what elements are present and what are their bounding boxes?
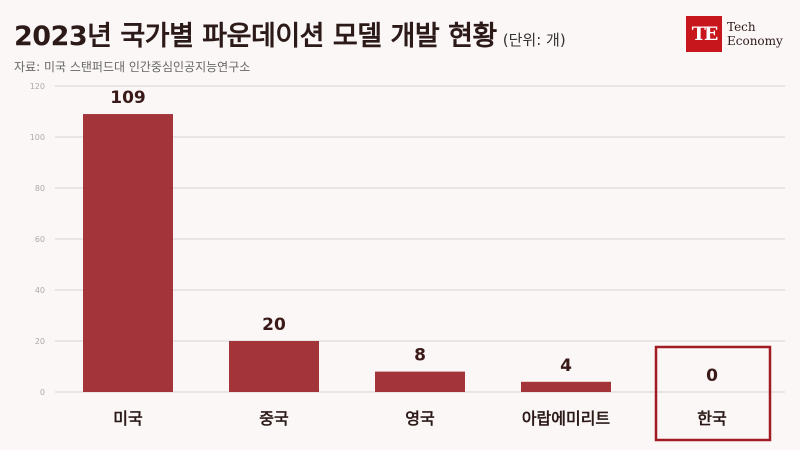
x-tick-label: 미국 — [113, 409, 143, 428]
data-label: 4 — [560, 356, 572, 376]
logo-mark: TE — [686, 16, 722, 52]
x-tick-label: 아랍에미리트 — [522, 409, 611, 428]
logo-line-2: Economy — [727, 34, 783, 48]
x-tick-label: 한국 — [697, 409, 727, 428]
bar — [521, 381, 611, 392]
chart-title: 2023년 국가별 파운데이션 모델 개발 현황 — [14, 21, 497, 52]
tech-economy-logo: TE Tech Economy — [686, 16, 783, 52]
data-label: 0 — [706, 366, 718, 386]
y-tick-label: 40 — [35, 286, 45, 295]
source-note: 자료: 미국 스탠퍼드대 인간중심인공지능연구소 — [14, 60, 251, 74]
logo-line-1: Tech — [727, 20, 756, 34]
bar — [375, 371, 465, 392]
data-label: 8 — [414, 346, 426, 366]
y-tick-label: 80 — [35, 184, 45, 193]
highlight-box — [654, 345, 772, 442]
x-tick-label: 중국 — [259, 409, 289, 428]
bar — [83, 114, 173, 393]
unit-label: (단위: 개) — [502, 31, 566, 49]
logo-text: Tech Economy — [727, 20, 783, 48]
bar — [229, 341, 319, 392]
y-tick-label: 20 — [35, 337, 45, 346]
data-label: 109 — [110, 88, 146, 108]
y-tick-label: 100 — [30, 133, 45, 142]
y-tick-label: 0 — [40, 388, 45, 397]
y-tick-label: 60 — [35, 235, 45, 244]
y-tick-label: 120 — [30, 82, 45, 91]
x-tick-label: 영국 — [405, 409, 435, 428]
title-row: 2023년 국가별 파운데이션 모델 개발 현황 (단위: 개) — [14, 14, 566, 53]
data-label: 20 — [262, 315, 286, 335]
